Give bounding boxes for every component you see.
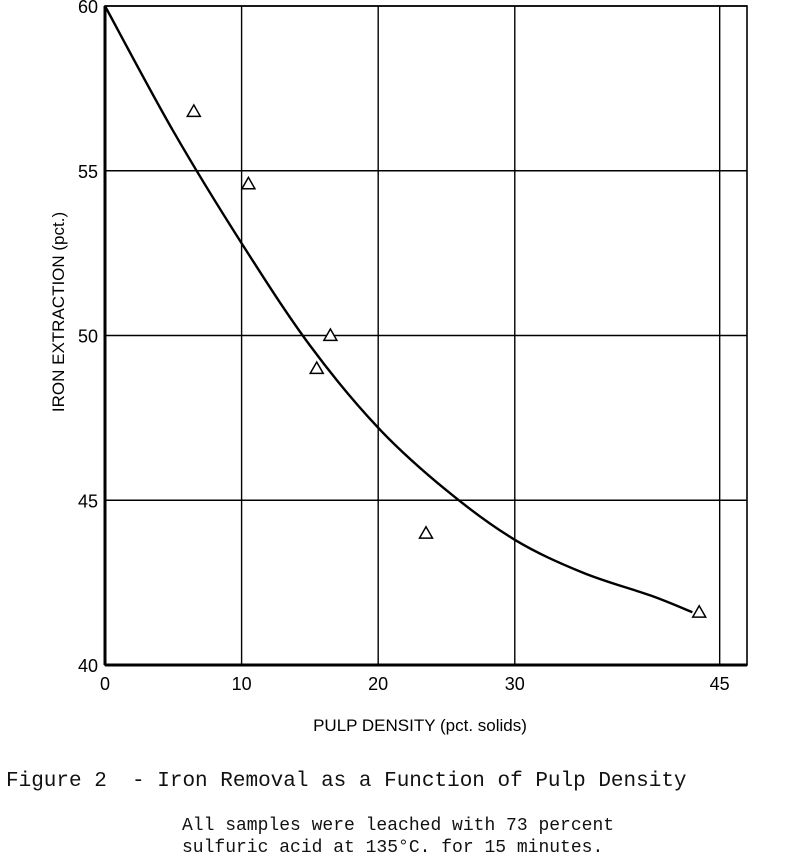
figure-note: All samples were leached with 73 percent…: [182, 815, 614, 859]
data-point-triangle: [322, 327, 339, 342]
note-line-2: sulfuric acid at 135°C. for 15 minutes.: [182, 838, 604, 858]
fit-curve-layer: [103, 5, 693, 614]
fit-curve: [103, 5, 693, 614]
x-tick-label: 10: [232, 674, 252, 694]
grid: [105, 5, 747, 665]
figure-label: Figure 2: [6, 770, 107, 793]
y-tick-label: 45: [78, 491, 98, 511]
x-tick-label: 45: [710, 674, 730, 694]
note-line-1: All samples were leached with 73 percent: [182, 816, 615, 836]
data-points: [185, 103, 707, 618]
x-tick-label: 20: [368, 674, 388, 694]
data-point-triangle: [418, 525, 434, 539]
axes: [103, 5, 748, 667]
y-axis-label: IRON EXTRACTION (pct.): [49, 212, 68, 412]
figure-caption: Figure 2 - Iron Removal as a Function of…: [6, 770, 687, 793]
data-point-triangle: [691, 604, 707, 618]
y-tick-label: 40: [78, 656, 98, 676]
tick-labels: 0 10 20 30 45 40 45 50 55 60: [78, 0, 730, 694]
y-tick-label: 55: [78, 162, 98, 182]
x-axis-label: PULP DENSITY (pct. solids): [313, 716, 527, 735]
figure-title: - Iron Removal as a Function of Pulp Den…: [132, 770, 687, 793]
x-tick-label: 0: [100, 674, 110, 694]
x-tick-label: 30: [505, 674, 525, 694]
data-point-triangle: [308, 360, 325, 375]
data-point-triangle: [240, 175, 257, 190]
iron-extraction-chart: 0 10 20 30 45 40 45 50 55 60 PULP DENSITY (pct. s…: [49, 0, 748, 735]
y-tick-label: 60: [78, 0, 98, 17]
data-point-triangle: [185, 103, 202, 118]
y-tick-label: 50: [78, 327, 98, 347]
